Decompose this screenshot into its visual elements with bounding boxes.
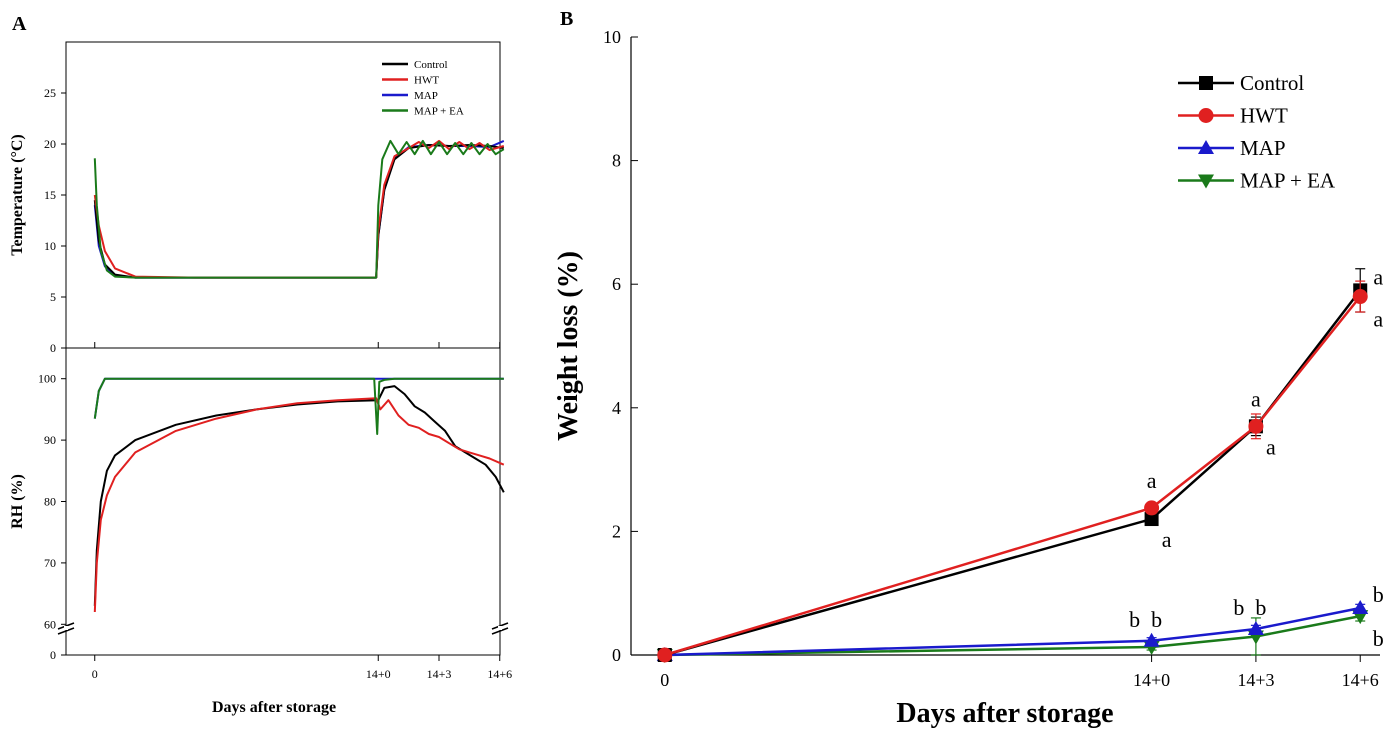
y-tick-label: 25 <box>44 86 56 100</box>
x-tick-label: 14+0 <box>1133 670 1170 690</box>
significance-letter: b <box>1233 595 1244 620</box>
y-tick-label: 0 <box>612 645 621 665</box>
series-line-map-ea <box>664 614 1361 657</box>
y-tick-label: 6 <box>612 274 621 294</box>
data-point-map <box>1247 621 1264 636</box>
series-line-hwt <box>664 295 1362 657</box>
x-tick-label: 14+6 <box>1342 670 1379 690</box>
legend-label-control: Control <box>1240 71 1304 95</box>
y-tick-label: 70 <box>44 556 56 570</box>
panel-b: B 0 2 4 6 8 10 0 14+0 14+3 14+6 Days after storage W… <box>553 8 1384 729</box>
subplot-rh: 0 60 70 80 90 100 RH (%) <box>9 372 505 662</box>
legend-label-map: MAP <box>1240 136 1286 160</box>
series-line-hwt <box>93 139 505 279</box>
significance-letter: a <box>1251 386 1261 411</box>
y-tick-label: 4 <box>612 398 621 418</box>
significance-letter: a <box>1373 307 1383 332</box>
legend: Control HWT MAP MAP + EA <box>1178 71 1336 193</box>
data-point-map <box>1143 632 1160 647</box>
x-tick-label: 14+3 <box>427 667 452 681</box>
x-tick-label: 0 <box>92 667 98 681</box>
y-tick-label: 80 <box>44 495 56 509</box>
y-tick-label: 10 <box>44 239 56 253</box>
significance-letter: a <box>1162 527 1172 552</box>
y-tick-label: 100 <box>38 372 56 386</box>
significance-letter: b <box>1373 582 1384 607</box>
significance-letter: b <box>1373 626 1384 651</box>
axis-break-mark <box>57 627 75 635</box>
legend-label-map: MAP <box>414 90 438 102</box>
significance-letter: b <box>1151 607 1162 632</box>
y-tick-label: 20 <box>44 137 56 151</box>
series-line-hwt <box>93 397 505 613</box>
legend-label-hwt: HWT <box>1240 104 1288 128</box>
x-axis-title: Days after storage <box>896 698 1113 729</box>
panel-b-label: B <box>560 8 573 30</box>
x-tick-label: 14+3 <box>1237 670 1274 690</box>
data-point-hwt <box>1248 418 1264 434</box>
y-tick-label: 2 <box>612 521 621 541</box>
y-tick-label: 8 <box>612 151 621 171</box>
data-point-hwt <box>657 647 673 663</box>
series-line-control <box>93 144 504 279</box>
legend-marker-hwt <box>1198 108 1214 123</box>
legend-label-hwt: HWT <box>414 75 439 87</box>
significance-letter: a <box>1147 468 1157 493</box>
significance-letter: b <box>1255 595 1266 620</box>
data-point-control <box>1144 512 1159 527</box>
axis-break-gap <box>498 626 502 630</box>
legend-marker-map <box>1198 140 1214 154</box>
legend-marker-map-ea <box>1198 174 1214 189</box>
series-line-map <box>93 139 505 279</box>
y-tick-label: 15 <box>44 188 56 202</box>
series-line-control <box>664 289 1362 657</box>
legend-label-map-ea: MAP + EA <box>414 106 464 118</box>
y-tick-label: 90 <box>44 433 56 447</box>
legend-label-control: Control <box>414 59 448 71</box>
y-tick-label: 10 <box>603 27 621 47</box>
y-tick-label: 0 <box>50 341 56 355</box>
series-hwt <box>657 280 1368 663</box>
significance-letter: a <box>1373 264 1383 289</box>
axis-break-gap <box>64 626 68 630</box>
panel-a: A 0 5 10 15 20 25 Temperature (°C) 0 60 70 80 90 100 R… <box>9 13 512 716</box>
subplot-temperature-c: 0 5 10 15 20 25 Temperature (°C) <box>9 86 505 355</box>
significance-letter: a <box>1266 434 1276 459</box>
y-axis-title: Weight loss (%) <box>553 251 584 441</box>
x-axis-title: Days after storage <box>212 699 336 716</box>
y-axis-title: Temperature (°C) <box>9 134 26 255</box>
series-line-map <box>93 377 504 419</box>
x-tick-label: 14+0 <box>366 667 391 681</box>
series-line-map <box>664 606 1361 657</box>
y-tick-label: 0 <box>50 648 56 662</box>
y-axis-title: RH (%) <box>9 474 26 529</box>
y-tick-label: 60 <box>44 617 56 631</box>
x-tick-label: 0 <box>660 670 669 690</box>
data-point-hwt <box>1144 500 1160 516</box>
significance-letter: b <box>1129 607 1140 632</box>
legend-marker-control <box>1199 76 1213 90</box>
x-tick-label: 14+6 <box>487 667 512 681</box>
axis-break-mark <box>491 627 509 635</box>
panel-a-label: A <box>12 13 27 35</box>
data-point-map <box>1352 600 1369 615</box>
legend-label-map-ea: MAP + EA <box>1240 169 1336 193</box>
series-line-control <box>93 385 505 606</box>
series-line-map-ea <box>93 377 504 435</box>
data-point-hwt <box>1352 289 1368 305</box>
y-tick-label: 5 <box>50 290 56 304</box>
series-line-map-ea <box>93 139 505 279</box>
legend: Control HWT MAP MAP + EA <box>382 59 464 118</box>
